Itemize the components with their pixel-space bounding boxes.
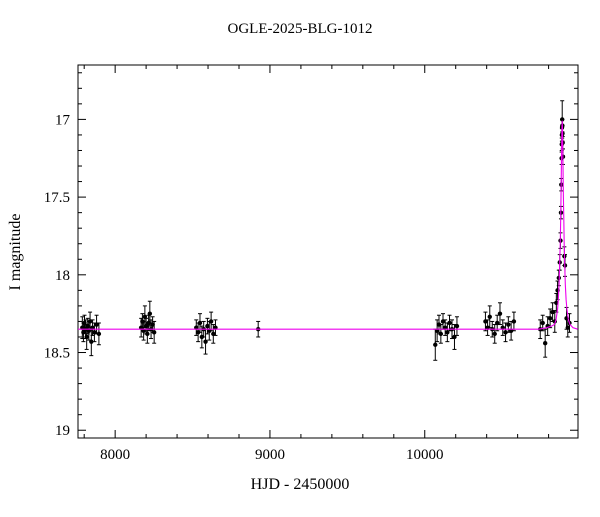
data-point [497,311,503,316]
data-point [433,342,438,347]
data-point [96,331,102,337]
data-point [89,339,94,344]
data-point [554,300,559,305]
y-axis-label: I magnitude [7,214,24,291]
data-point [84,334,89,340]
data-point [511,319,517,324]
y-tick-label: 18.5 [44,346,70,362]
data-point [454,323,460,329]
y-axis-ticks: 17 17.5 18 18.5 19 [44,72,578,439]
data-point [151,330,157,335]
plot-frame [77,64,579,439]
data-point [565,325,570,330]
data-point [487,314,492,319]
x-axis-label: HJD - 2450000 [251,476,350,493]
data-point [542,340,548,346]
x-axis-ticks: 8000 9000 10000 [83,65,550,463]
data-point [145,331,150,337]
data-point [203,339,208,344]
data-point [208,319,214,324]
x-tick-label: 9000 [255,447,285,463]
data-point [438,331,444,337]
data-point [447,320,452,326]
data-point [147,311,153,316]
data-point [205,323,210,329]
data-points [80,100,572,361]
data-point [506,322,511,327]
y-tick-label: 17 [55,112,71,128]
data-point [492,331,497,337]
data-point [503,330,508,335]
data-point [547,316,553,321]
y-tick-label: 19 [55,423,70,439]
x-tick-label: 10000 [406,447,444,463]
y-tick-label: 17.5 [44,190,70,206]
data-point [540,320,545,326]
model-curve [78,120,578,330]
y-tick-label: 18 [55,268,70,284]
plot-area: 8000 9000 10000 17 17.5 18 18.5 19 [44,64,579,463]
figure-title: OGLE-2025-BLG-1012 [228,21,373,37]
x-tick-label: 8000 [100,447,130,463]
data-point [197,320,203,326]
